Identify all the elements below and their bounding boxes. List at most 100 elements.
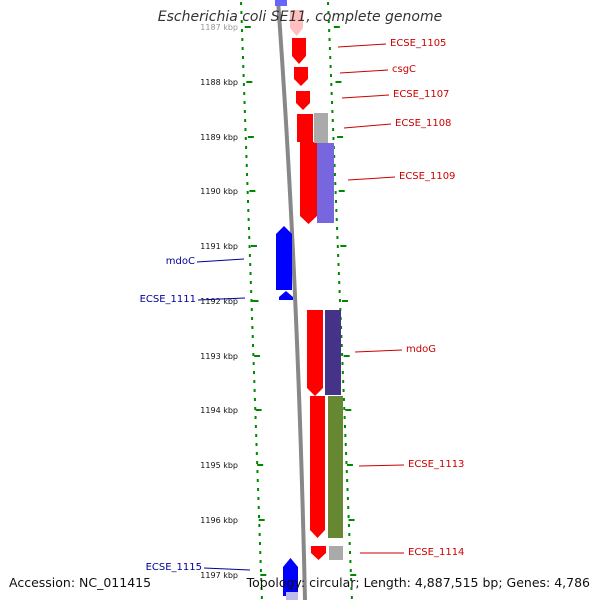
- tick-mark: [338, 190, 345, 192]
- tick-mark: [260, 574, 267, 576]
- inner-tick-dot: [241, 47, 244, 50]
- tick-mark: [254, 355, 261, 357]
- gene-label-ecse-1105[interactable]: ECSE_1105: [390, 38, 446, 49]
- gene-label-ecse-1113[interactable]: ECSE_1113: [408, 459, 464, 470]
- inner-tick-dot: [240, 2, 243, 5]
- inner-tick-dot: [252, 344, 255, 347]
- inner-tick-dot: [252, 371, 255, 374]
- tick-label: 1195 kbp: [200, 461, 238, 470]
- outer-tick-dot: [327, 11, 330, 14]
- outer-tick-dot: [340, 344, 343, 347]
- gene-label-mdog[interactable]: mdoG: [406, 344, 436, 355]
- outer-tick-dot: [331, 101, 334, 104]
- outer-tick-dot: [341, 353, 344, 356]
- gene-label-ecse-1111[interactable]: ECSE_1111: [140, 294, 196, 305]
- tick-mark: [244, 26, 251, 28]
- gene-arrow-ecse-1113: [310, 396, 325, 538]
- leader-line: [343, 123, 392, 129]
- gene-arrow-csgc: [294, 67, 308, 86]
- inner-tick-dot: [246, 182, 249, 185]
- tick-label: 1187 kbp: [200, 23, 238, 32]
- outer-tick-dot: [328, 38, 331, 41]
- outer-tick-dot: [347, 524, 350, 527]
- outer-tick-dot: [348, 542, 351, 545]
- inner-tick-dot: [251, 335, 254, 338]
- inner-tick-dot: [247, 227, 250, 230]
- outer-tick-dot: [331, 110, 334, 113]
- inner-tick-dot: [252, 362, 255, 365]
- outer-tick-dot: [327, 20, 330, 23]
- inner-tick-dot: [248, 236, 251, 239]
- gene-arrow-top-reverse: [275, 0, 287, 6]
- gene-arrow-ecse-1115: [283, 558, 298, 596]
- inner-tick-dot: [247, 218, 250, 221]
- gene-label-ecse-1115[interactable]: ECSE_1115: [146, 562, 202, 573]
- tick-mark: [255, 409, 262, 411]
- gene-label-ecse-1107[interactable]: ECSE_1107: [393, 89, 449, 100]
- inner-tick-dot: [246, 191, 249, 194]
- gene-features: [275, 0, 343, 600]
- outer-tick-dot: [350, 596, 353, 599]
- tick-mark: [249, 190, 256, 192]
- gene-arrow-ecse-1107: [296, 91, 310, 110]
- outer-tick-dot: [336, 227, 339, 230]
- gene-label-csgc[interactable]: csgC: [392, 64, 416, 75]
- inner-tick-dot: [242, 83, 245, 86]
- gene-arrow-ecse-1114: [311, 546, 326, 560]
- outer-tick-dot: [346, 488, 349, 491]
- outer-tick-dot: [346, 479, 349, 482]
- outer-tick-dot: [333, 173, 336, 176]
- tick-label: 1190 kbp: [200, 187, 238, 196]
- tick-mark: [257, 464, 264, 466]
- outer-tick-dot: [346, 497, 349, 500]
- tick-label: 1191 kbp: [200, 242, 238, 251]
- inner-tick-dot: [244, 128, 247, 131]
- outer-tick-dot: [335, 209, 338, 212]
- outer-tick-dot: [333, 164, 336, 167]
- inner-tick-dot: [252, 353, 255, 356]
- gene-label-ecse-1114[interactable]: ECSE_1114: [408, 547, 464, 558]
- leader-line: [347, 176, 396, 181]
- outer-tick-dot: [343, 416, 346, 419]
- inner-tick-dot: [256, 479, 259, 482]
- inner-tick-dot: [255, 452, 258, 455]
- tick-label: 1197 kbp: [200, 571, 238, 580]
- inner-tick-dot: [246, 173, 249, 176]
- inner-tick-dot: [248, 245, 251, 248]
- tick-mark: [333, 26, 340, 28]
- gene-label-ecse-1108[interactable]: ECSE_1108: [395, 118, 451, 129]
- inner-tick-dot: [245, 146, 248, 149]
- inner-tick-dot: [255, 443, 258, 446]
- tick-mark: [252, 300, 259, 302]
- gene-arrow-ecse-1109: [300, 142, 317, 224]
- outer-tick-dot: [337, 272, 340, 275]
- inner-tick-dot: [242, 65, 245, 68]
- inner-tick-dot: [249, 263, 252, 266]
- outer-tick-dot: [333, 155, 336, 158]
- inner-tick-dot: [256, 461, 259, 464]
- outer-tick-dot: [338, 299, 341, 302]
- inner-tick-dot: [240, 11, 243, 14]
- inner-tick-dot: [259, 569, 262, 572]
- inner-tick-dot: [257, 506, 260, 509]
- tick-mark: [335, 81, 342, 83]
- outer-tick-dot: [329, 65, 332, 68]
- gene-label-ecse-1109[interactable]: ECSE_1109: [399, 171, 455, 182]
- outer-tick-dot: [342, 380, 345, 383]
- outer-tick-dot: [336, 245, 339, 248]
- outer-tick-dot: [339, 308, 342, 311]
- outer-tick-dot: [334, 182, 337, 185]
- outer-tick-dot: [330, 83, 333, 86]
- outer-tick-dot: [349, 560, 352, 563]
- outer-tick-dot: [343, 407, 346, 410]
- tick-mark: [258, 519, 265, 521]
- annotation-block-purple: [317, 143, 334, 223]
- inner-tick-dot: [249, 272, 252, 275]
- gene-label-mdoc[interactable]: mdoC: [166, 256, 195, 267]
- leader-line: [354, 349, 403, 353]
- outer-tick-dot: [327, 2, 330, 5]
- inner-tick-dot: [241, 38, 244, 41]
- gene-arrow-mdog: [307, 310, 323, 396]
- leader-line: [203, 567, 251, 571]
- accession-text: Accession: NC_011415: [9, 575, 152, 590]
